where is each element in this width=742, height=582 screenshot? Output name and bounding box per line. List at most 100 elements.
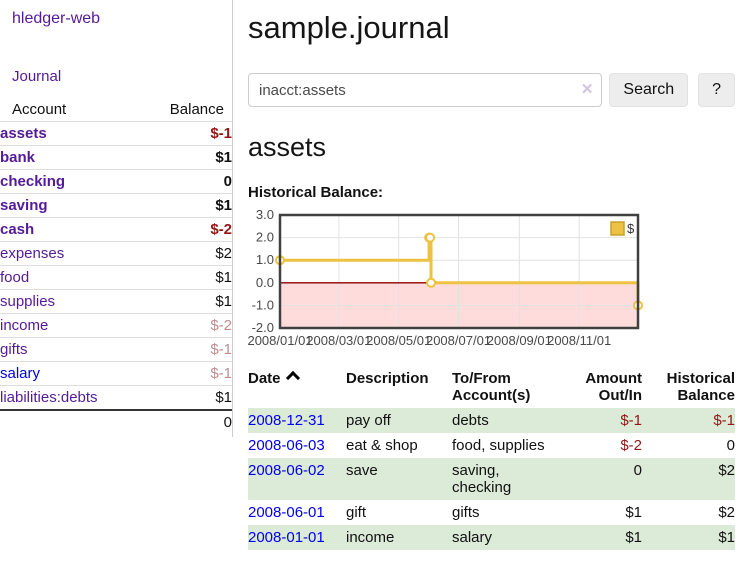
svg-text:2008/09/01: 2008/09/01 xyxy=(487,333,552,348)
account-row: saving $1 xyxy=(0,193,232,218)
search-input[interactable] xyxy=(248,73,603,107)
sidebar: hledger-web Journal Account Balance asse… xyxy=(0,0,233,437)
account-row: food $1 xyxy=(0,265,232,290)
transaction-row: 2008-12-31 pay off debts $-1 $-1 xyxy=(248,408,735,433)
transaction-accounts: salary xyxy=(452,529,493,546)
transaction-accounts: gifts xyxy=(452,504,480,521)
account-row: liabilities:debts $1 xyxy=(0,385,232,411)
svg-text:1.0: 1.0 xyxy=(256,252,274,267)
account-row: checking 0 xyxy=(0,169,232,194)
register-table: Date Description To/From Account(s) Amount Ou… xyxy=(248,368,735,550)
account-row: expenses $2 xyxy=(0,241,232,266)
account-link-supplies[interactable]: supplies xyxy=(0,293,56,310)
transaction-description: save xyxy=(346,462,378,479)
search-button[interactable]: Search xyxy=(609,73,689,107)
account-balance: $-2 xyxy=(210,317,232,334)
account-balance: $-2 xyxy=(210,221,232,238)
page-title: sample.journal xyxy=(248,10,450,45)
accounts-table: Account Balance assets $-1 bank $1 checking 0… xyxy=(0,98,232,434)
account-row: income $-2 xyxy=(0,313,232,338)
journal-link[interactable]: Journal xyxy=(12,68,62,85)
chart-title: Historical Balance: xyxy=(248,184,384,201)
account-row: bank $1 xyxy=(0,145,232,170)
transaction-date-link[interactable]: 2008-12-31 xyxy=(248,412,325,429)
account-balance: $1 xyxy=(215,149,232,166)
transaction-date-link[interactable]: 2008-06-03 xyxy=(248,437,325,454)
account-link-liabilities-debts[interactable]: liabilities:debts xyxy=(0,389,98,406)
register-header-historical: Historical Balance xyxy=(666,370,735,404)
account-link-assets[interactable]: assets xyxy=(0,125,47,142)
transaction-balance: 0 xyxy=(726,437,735,454)
account-link-bank[interactable]: bank xyxy=(0,149,36,166)
accounts-header-balance: Balance xyxy=(169,101,224,118)
register-header-tofrom: To/From Account(s) xyxy=(452,370,531,404)
register-header-description: Description xyxy=(346,370,429,387)
transaction-balance: $1 xyxy=(718,529,735,546)
svg-text:-2.0: -2.0 xyxy=(252,320,274,335)
account-balance: $1 xyxy=(215,389,232,406)
app-title-link[interactable]: hledger-web xyxy=(12,10,101,27)
account-balance: $1 xyxy=(215,197,232,214)
accounts-total: 0 xyxy=(223,414,232,431)
account-link-saving[interactable]: saving xyxy=(0,197,48,214)
transaction-date-link[interactable]: 2008-06-01 xyxy=(248,504,325,521)
transaction-row: 2008-06-01 gift gifts $1 $2 xyxy=(248,500,735,525)
svg-text:2008/01/01: 2008/01/01 xyxy=(247,333,312,348)
account-link-expenses[interactable]: expenses xyxy=(0,245,65,262)
transaction-date-link[interactable]: 2008-06-02 xyxy=(248,462,325,479)
transaction-balance: $-1 xyxy=(713,412,735,429)
transaction-amount: 0 xyxy=(633,462,642,479)
account-link-salary[interactable]: salary xyxy=(0,365,41,382)
account-heading: assets xyxy=(248,132,327,162)
svg-text:$: $ xyxy=(627,221,635,236)
account-link-cash[interactable]: cash xyxy=(0,221,35,238)
account-balance: 0 xyxy=(223,173,232,190)
sort-ascending-icon xyxy=(285,370,300,386)
transaction-description: pay off xyxy=(346,412,391,429)
account-balance: $-1 xyxy=(210,125,232,142)
transaction-balance: $2 xyxy=(718,462,735,479)
register-header-date[interactable]: Date xyxy=(248,368,346,408)
account-balance: $1 xyxy=(215,293,232,310)
account-row: cash $-2 xyxy=(0,217,232,242)
account-link-gifts[interactable]: gifts xyxy=(0,341,28,358)
transaction-balance: $2 xyxy=(718,504,735,521)
transaction-accounts: debts xyxy=(452,412,489,429)
svg-text:0.0: 0.0 xyxy=(256,275,274,290)
transaction-row: 2008-06-02 save saving, checking 0 $2 xyxy=(248,458,735,500)
svg-text:2.0: 2.0 xyxy=(256,230,274,245)
historical-balance-chart: $3.0 2.0 1.0 0.0 -1.0 -2.02008/01/012008/03/0… xyxy=(247,207,643,348)
transaction-amount: $-2 xyxy=(620,437,642,454)
svg-text:2008/07/01: 2008/07/01 xyxy=(426,333,491,348)
transaction-description: income xyxy=(346,529,395,546)
account-link-checking[interactable]: checking xyxy=(0,173,66,190)
transaction-description: eat & shop xyxy=(346,437,418,454)
svg-text:2008/05/01: 2008/05/01 xyxy=(366,333,431,348)
account-row: gifts $-1 xyxy=(0,337,232,362)
account-link-income[interactable]: income xyxy=(0,317,49,334)
transaction-row: 2008-01-01 income salary $1 $1 xyxy=(248,525,735,550)
help-button[interactable]: ? xyxy=(698,73,735,107)
account-balance: $-1 xyxy=(210,341,232,358)
clear-search-icon[interactable]: ✕ xyxy=(580,81,594,98)
svg-text:2008/03/01: 2008/03/01 xyxy=(306,333,371,348)
account-row: salary $-1 xyxy=(0,361,232,386)
account-balance: $-1 xyxy=(210,365,232,382)
account-row: supplies $1 xyxy=(0,289,232,314)
main-content: sample.journal ✕ Search ? assets Histori… xyxy=(233,10,742,550)
svg-text:3.0: 3.0 xyxy=(256,207,274,222)
account-row: assets $-1 xyxy=(0,121,232,146)
search-bar: ✕ Search ? xyxy=(248,73,735,107)
chart-legend: $ xyxy=(610,221,635,236)
transaction-description: gift xyxy=(346,504,367,521)
transaction-amount: $1 xyxy=(625,504,642,521)
account-balance: $1 xyxy=(215,269,232,286)
transaction-date-link[interactable]: 2008-01-01 xyxy=(248,529,325,546)
accounts-header-account: Account xyxy=(12,101,67,118)
svg-text:-1.0: -1.0 xyxy=(252,297,274,312)
transaction-amount: $1 xyxy=(625,529,642,546)
transaction-row: 2008-06-03 eat & shop food, supplies $-2 0 xyxy=(248,433,735,458)
account-link-food[interactable]: food xyxy=(0,269,30,286)
account-balance: $2 xyxy=(215,245,232,262)
svg-text:2008/11/01: 2008/11/01 xyxy=(547,333,611,348)
